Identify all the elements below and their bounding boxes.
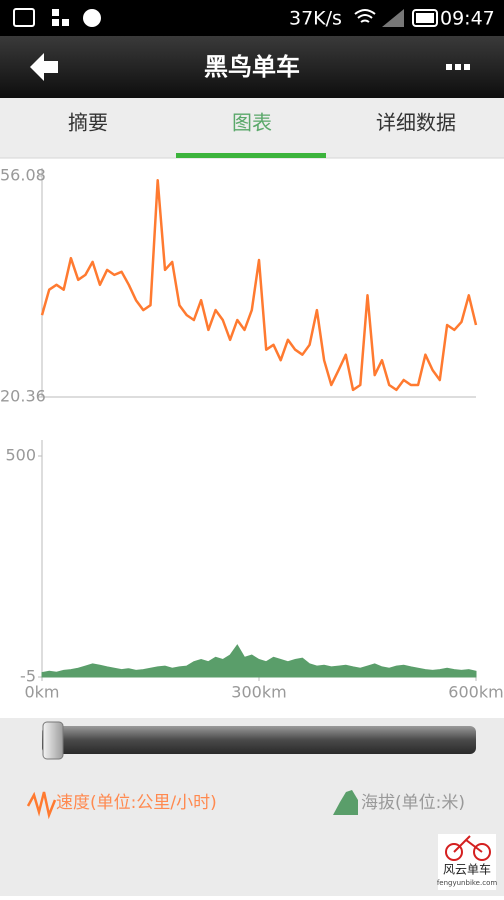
slider-knob[interactable]	[42, 721, 64, 760]
elevation-area	[41, 644, 477, 678]
net-speed: 37K/s	[289, 8, 342, 30]
y-tick-label: 56.08	[0, 166, 46, 185]
tab-active[interactable]: 图表	[232, 111, 272, 135]
y-tick-label: -5	[20, 667, 36, 686]
icon-check	[83, 9, 101, 27]
x-tick-label: 0km	[24, 683, 59, 702]
clock: 09:47	[440, 8, 495, 30]
icon-signal	[382, 9, 404, 27]
menu-button[interactable]	[446, 64, 470, 70]
watermark-bg	[438, 834, 496, 890]
battery-level	[416, 13, 434, 23]
watermark-logo	[445, 843, 463, 861]
back-button[interactable]	[30, 53, 58, 81]
watermark-logo	[453, 835, 483, 853]
icon-apps	[52, 19, 59, 26]
slider-track[interactable]	[42, 726, 476, 754]
speed-line	[40, 178, 478, 392]
y-tick-label: 500	[5, 446, 36, 465]
icon-apps	[62, 19, 69, 26]
icon-wifi	[354, 9, 376, 23]
watermark-url: fengyunbike.com	[437, 879, 498, 887]
tab-bar	[0, 98, 504, 158]
tab[interactable]: 详细数据	[376, 111, 456, 135]
icon-gallery	[13, 8, 35, 27]
tab[interactable]: 摘要	[68, 111, 108, 135]
legend-icon-speed	[26, 791, 57, 820]
x-tick-label: 300km	[231, 683, 286, 702]
x-tick-label: 600km	[448, 683, 503, 702]
legend-label: 速度(单位:公里/小时)	[56, 793, 217, 813]
icon-battery	[412, 9, 438, 27]
legend-label: 海拔(单位:米)	[361, 793, 465, 813]
y-tick-label: 20.36	[0, 387, 46, 406]
title-bar	[0, 36, 504, 98]
app-title: 黑鸟单车	[204, 53, 300, 81]
legend-icon-elevation	[333, 790, 358, 815]
tab-indicator	[176, 153, 326, 158]
chart-area	[0, 159, 504, 718]
watermark-name: 风云单车	[443, 862, 491, 877]
watermark-logo	[473, 843, 491, 861]
icon-apps	[52, 9, 59, 16]
